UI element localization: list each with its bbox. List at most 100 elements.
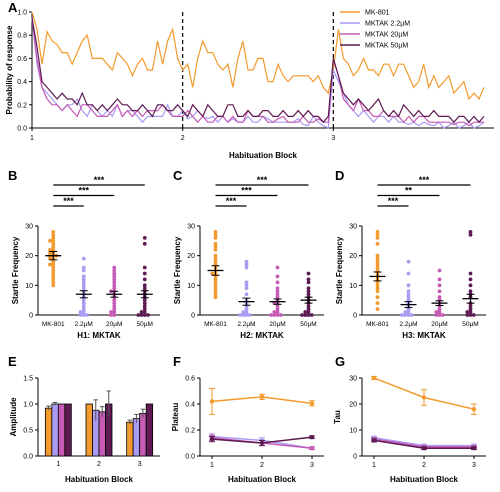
data-point-C xyxy=(244,265,249,270)
tick-label-D-y: 10 xyxy=(349,283,357,290)
tick-label-D-y: 0 xyxy=(353,313,357,320)
y-axis-title-C: Startle Frequency xyxy=(173,236,182,304)
data-point-C xyxy=(213,235,218,240)
data-point-D xyxy=(468,230,473,234)
data-point-B xyxy=(51,280,56,285)
tick-label-F-y: 0.6 xyxy=(185,376,195,383)
data-point-F xyxy=(209,436,215,442)
category-label-B: 2.2µM xyxy=(75,321,93,328)
data-point-F xyxy=(309,401,315,406)
data-point-C xyxy=(275,286,280,291)
bar-E-2 xyxy=(139,412,147,457)
bar-E-1 xyxy=(51,403,59,457)
data-point-C xyxy=(306,277,311,282)
data-point-B xyxy=(146,313,150,317)
data-point-B xyxy=(112,268,117,273)
data-point-C xyxy=(247,313,252,317)
legend-label-A-2: MKTAK 20µM xyxy=(365,32,408,39)
data-point-B xyxy=(81,304,86,308)
data-point-C xyxy=(241,310,246,314)
tick-label-C-y: 10 xyxy=(187,283,195,290)
data-point-D xyxy=(375,280,380,285)
data-point-B xyxy=(78,310,83,314)
tick-label-F-y: 0.0 xyxy=(185,454,195,461)
data-point-B xyxy=(109,313,113,317)
data-point-B xyxy=(51,233,56,237)
tick-label-A-x: 3 xyxy=(331,135,335,142)
data-point-B xyxy=(81,268,86,273)
data-point-B xyxy=(48,247,52,252)
data-point-C xyxy=(275,274,280,279)
data-point-D xyxy=(468,307,473,311)
data-point-C xyxy=(306,313,311,317)
data-point-D xyxy=(406,283,411,288)
series-line-A-0 xyxy=(31,11,485,101)
data-point-C xyxy=(244,292,249,297)
tick-label-F-x: 3 xyxy=(310,462,314,469)
tick-label-G-y: 20 xyxy=(349,402,357,409)
data-point-D xyxy=(437,313,442,317)
bar-E-0 xyxy=(126,421,134,457)
data-point-D xyxy=(468,277,473,282)
bar-E-2 xyxy=(57,403,66,457)
data-point-B xyxy=(81,256,86,261)
data-point-B xyxy=(142,307,147,311)
data-point-D xyxy=(406,289,411,294)
data-point-B xyxy=(112,277,117,282)
tick-label-C-y: 30 xyxy=(187,224,195,231)
tick-label-B-y: 30 xyxy=(25,224,33,231)
x-axis-title-G: Habituation Block xyxy=(390,475,459,484)
data-point-B xyxy=(112,304,117,308)
data-point-C xyxy=(275,292,280,297)
data-point-G xyxy=(471,407,477,412)
data-point-B xyxy=(51,277,56,282)
category-label-C: MK-801 xyxy=(204,321,227,328)
data-point-C xyxy=(213,247,218,252)
data-point-B xyxy=(142,283,147,288)
data-point-B xyxy=(142,235,147,240)
data-point-C xyxy=(306,304,311,308)
tick-label-E-y: 1.5 xyxy=(23,376,33,383)
data-point-C xyxy=(241,313,246,317)
data-point-D xyxy=(375,233,380,237)
y-axis-title-B: Startle Frequency xyxy=(11,236,20,304)
data-point-B xyxy=(81,274,86,279)
panel-letter-B: B xyxy=(8,168,17,183)
significance-label-D: *** xyxy=(388,196,399,206)
data-point-B xyxy=(81,265,86,270)
panel-letter-A: A xyxy=(8,0,18,15)
data-point-D xyxy=(468,310,473,314)
y-axis-title-D: Startle Frequency xyxy=(335,236,344,304)
data-point-B xyxy=(81,298,86,303)
bar-E-1 xyxy=(132,418,141,457)
data-point-D xyxy=(375,262,380,267)
significance-label-B: *** xyxy=(78,186,89,196)
panel-letter-C: C xyxy=(173,168,183,183)
x-axis-title-D: H3: MKTAK xyxy=(402,331,446,340)
data-point-B xyxy=(81,283,86,288)
data-point-B xyxy=(142,277,147,282)
data-point-B xyxy=(51,274,56,279)
data-point-D xyxy=(406,298,411,303)
data-point-D xyxy=(375,259,380,264)
panel-letter-G: G xyxy=(335,354,345,369)
data-point-B xyxy=(142,241,147,246)
data-point-D xyxy=(375,289,380,294)
data-point-C xyxy=(213,241,218,246)
data-point-D xyxy=(465,310,470,314)
data-point-C xyxy=(275,304,280,308)
data-point-C xyxy=(272,313,277,317)
data-point-D xyxy=(403,310,408,314)
panel-letter-E: E xyxy=(8,354,17,369)
data-point-D xyxy=(375,307,380,311)
data-point-D xyxy=(375,295,380,300)
data-point-D xyxy=(437,295,442,300)
data-point-C xyxy=(306,292,311,297)
data-point-D xyxy=(375,241,380,246)
tick-label-D-y: 30 xyxy=(349,224,357,231)
data-point-D xyxy=(437,310,442,314)
category-label-D: 2.2µM xyxy=(399,321,417,328)
data-point-B xyxy=(142,310,147,314)
data-point-D xyxy=(468,283,473,288)
data-point-B xyxy=(51,238,56,243)
